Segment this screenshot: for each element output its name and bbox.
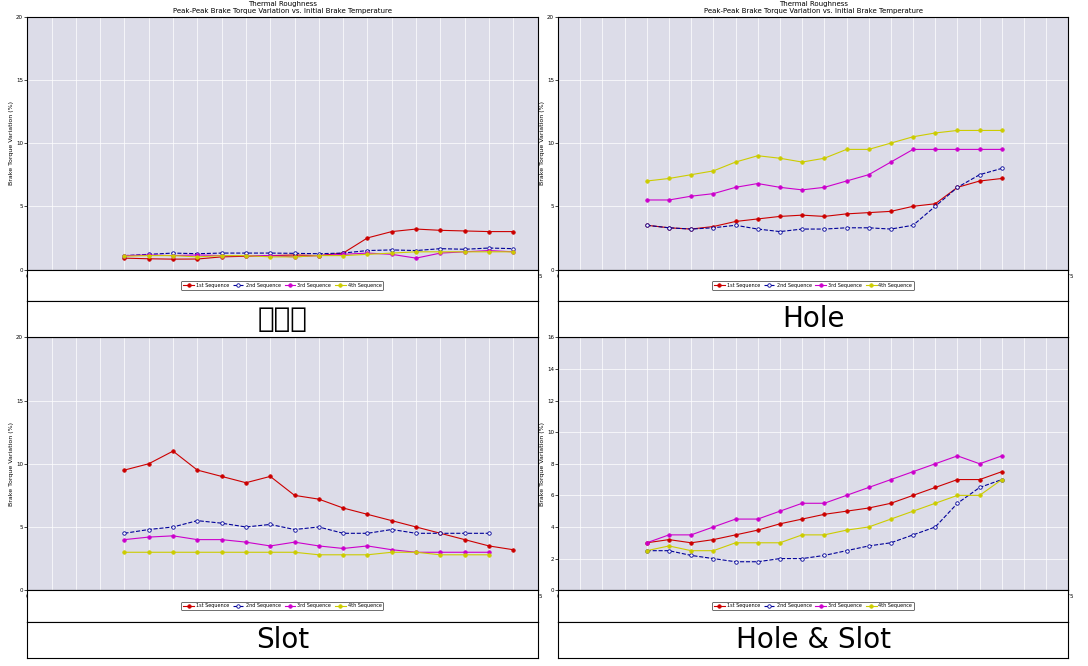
Text: Hole: Hole [782,305,844,333]
Legend: 1st Sequence, 2nd Sequence, 3rd Sequence, 4th Sequence: 1st Sequence, 2nd Sequence, 3rd Sequence… [713,281,914,290]
Legend: 1st Sequence, 2nd Sequence, 3rd Sequence, 4th Sequence: 1st Sequence, 2nd Sequence, 3rd Sequence… [182,281,383,290]
Y-axis label: Brake Torque Variation (%): Brake Torque Variation (%) [540,101,545,185]
Text: Hole & Slot: Hole & Slot [735,626,891,654]
Y-axis label: Brake Torque Variation (%): Brake Torque Variation (%) [9,422,14,505]
Title: Thermal Roughness
Peak-Peak Brake Torque Variation vs. Initial Brake Temperature: Thermal Roughness Peak-Peak Brake Torque… [173,1,392,14]
X-axis label: Initial Brake Temperature °C: Initial Brake Temperature °C [238,601,327,607]
Title: Thermal Roughness
Peak-Peak Brake Torque Variation vs. Initial Brake Temperature: Thermal Roughness Peak-Peak Brake Torque… [704,322,923,335]
Legend: 1st Sequence, 2nd Sequence, 3rd Sequence, 4th Sequence: 1st Sequence, 2nd Sequence, 3rd Sequence… [182,601,383,611]
X-axis label: Initial Brake Temperature °C: Initial Brake Temperature °C [768,281,857,286]
Y-axis label: Brake Torque Variation (%): Brake Torque Variation (%) [540,422,545,505]
X-axis label: Initial Brake Temperature °C: Initial Brake Temperature °C [768,601,857,607]
Text: 일체형: 일체형 [258,305,307,333]
Title: Thermal Roughness
Peak-Peak Brake Torque Variation vs. Initial Brake Temperature: Thermal Roughness Peak-Peak Brake Torque… [704,1,923,14]
Text: Slot: Slot [256,626,309,654]
Title: Thermal Roughness
Peak-Peak Brake Torque Variation vs. Initial Brake Temperature: Thermal Roughness Peak-Peak Brake Torque… [173,322,392,335]
Legend: 1st Sequence, 2nd Sequence, 3rd Sequence, 4th Sequence: 1st Sequence, 2nd Sequence, 3rd Sequence… [713,601,914,611]
Y-axis label: Brake Torque Variation (%): Brake Torque Variation (%) [9,101,14,185]
X-axis label: Initial Brake Temperature °C: Initial Brake Temperature °C [238,281,327,286]
